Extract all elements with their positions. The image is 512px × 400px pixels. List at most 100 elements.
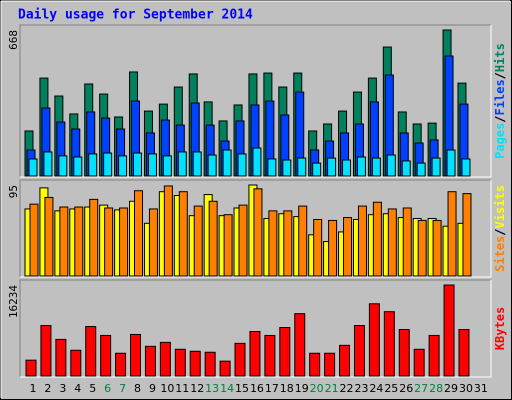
bar bbox=[104, 207, 114, 277]
y-max-label: 95 bbox=[7, 185, 20, 198]
panel-shadow bbox=[19, 24, 491, 177]
bar bbox=[386, 154, 396, 177]
x-tick-label: 31 bbox=[474, 382, 488, 395]
panel-light bbox=[20, 280, 492, 378]
panel-light bbox=[20, 25, 492, 178]
bar bbox=[207, 154, 217, 177]
legend-entry: Visits bbox=[493, 185, 507, 228]
bar bbox=[70, 349, 82, 377]
bar bbox=[312, 162, 322, 177]
bar bbox=[324, 352, 336, 377]
bar bbox=[59, 206, 69, 277]
bar bbox=[294, 313, 306, 377]
x-tick-label: 13 bbox=[205, 382, 219, 395]
bar bbox=[431, 157, 441, 177]
bar bbox=[357, 205, 367, 277]
bar bbox=[55, 338, 67, 377]
bar bbox=[74, 206, 84, 277]
x-tick-label: 25 bbox=[384, 382, 398, 395]
bar bbox=[147, 153, 157, 177]
bar bbox=[283, 210, 293, 277]
y-max-label: 668 bbox=[7, 30, 20, 50]
x-tick-label: 22 bbox=[340, 382, 354, 395]
bar bbox=[189, 350, 201, 377]
legend: Sites/Visits bbox=[493, 185, 507, 272]
bar bbox=[268, 210, 278, 277]
bar bbox=[353, 325, 365, 377]
bar bbox=[58, 155, 68, 177]
bar bbox=[43, 151, 53, 177]
bar bbox=[219, 360, 231, 377]
bar bbox=[401, 160, 411, 177]
x-tick-label: 12 bbox=[190, 382, 204, 395]
bar bbox=[103, 152, 113, 177]
x-tick-label: 18 bbox=[280, 382, 294, 395]
x-tick-label: 5 bbox=[89, 382, 96, 395]
x-tick-label: 24 bbox=[369, 382, 383, 395]
bar bbox=[162, 155, 172, 177]
bar bbox=[159, 341, 171, 377]
bar bbox=[298, 205, 308, 277]
bar bbox=[443, 284, 455, 377]
bar bbox=[267, 158, 277, 177]
bar bbox=[342, 159, 352, 177]
bar bbox=[446, 149, 456, 177]
bar bbox=[234, 342, 246, 377]
x-tick-label: 3 bbox=[59, 382, 66, 395]
bar bbox=[297, 157, 307, 177]
bar bbox=[119, 207, 129, 277]
bar bbox=[28, 158, 38, 177]
legend-entry: Sites bbox=[493, 236, 507, 272]
x-tick-label: 8 bbox=[134, 382, 141, 395]
x-tick-label: 29 bbox=[444, 382, 458, 395]
bar bbox=[25, 359, 37, 377]
x-tick-label: 9 bbox=[149, 382, 156, 395]
bar bbox=[222, 149, 232, 177]
bar bbox=[339, 344, 351, 377]
bar bbox=[432, 219, 442, 277]
legend-entry: KBytes bbox=[493, 307, 507, 350]
bar bbox=[371, 157, 381, 177]
bar bbox=[192, 151, 202, 177]
bar bbox=[73, 156, 83, 177]
bar bbox=[118, 155, 128, 177]
bar bbox=[313, 218, 323, 277]
x-tick-label: 30 bbox=[459, 382, 473, 395]
bar bbox=[208, 200, 218, 277]
x-tick-label: 28 bbox=[429, 382, 443, 395]
bar bbox=[253, 188, 263, 277]
bar bbox=[428, 334, 440, 377]
chart-title: Daily usage for September 2014 bbox=[18, 8, 253, 23]
x-tick-label: 11 bbox=[175, 382, 189, 395]
bar bbox=[178, 191, 188, 277]
legend-entry: Pages bbox=[493, 123, 507, 159]
legend-separator: / bbox=[493, 229, 507, 236]
x-tick-label: 20 bbox=[310, 382, 324, 395]
x-tick-label: 14 bbox=[220, 382, 234, 395]
bar bbox=[130, 333, 142, 377]
panel-shadow bbox=[19, 279, 491, 377]
bar bbox=[89, 198, 99, 277]
x-tick-label: 26 bbox=[399, 382, 413, 395]
bar bbox=[417, 219, 427, 277]
x-tick-label: 2 bbox=[44, 382, 51, 395]
bar bbox=[163, 185, 173, 277]
bar bbox=[327, 157, 337, 177]
x-tick-label: 16 bbox=[250, 382, 264, 395]
bar bbox=[356, 156, 366, 177]
bar bbox=[237, 153, 247, 177]
bar bbox=[372, 201, 382, 277]
bar bbox=[177, 151, 187, 177]
x-tick-label: 15 bbox=[235, 382, 249, 395]
bar bbox=[238, 204, 248, 277]
bar bbox=[193, 205, 203, 277]
bar bbox=[343, 217, 353, 277]
x-tick-label: 7 bbox=[119, 382, 126, 395]
bar bbox=[134, 190, 144, 277]
bar bbox=[252, 147, 262, 177]
bar bbox=[461, 158, 471, 177]
bar bbox=[223, 214, 233, 277]
legend-separator: / bbox=[493, 115, 507, 122]
bar bbox=[44, 196, 54, 277]
